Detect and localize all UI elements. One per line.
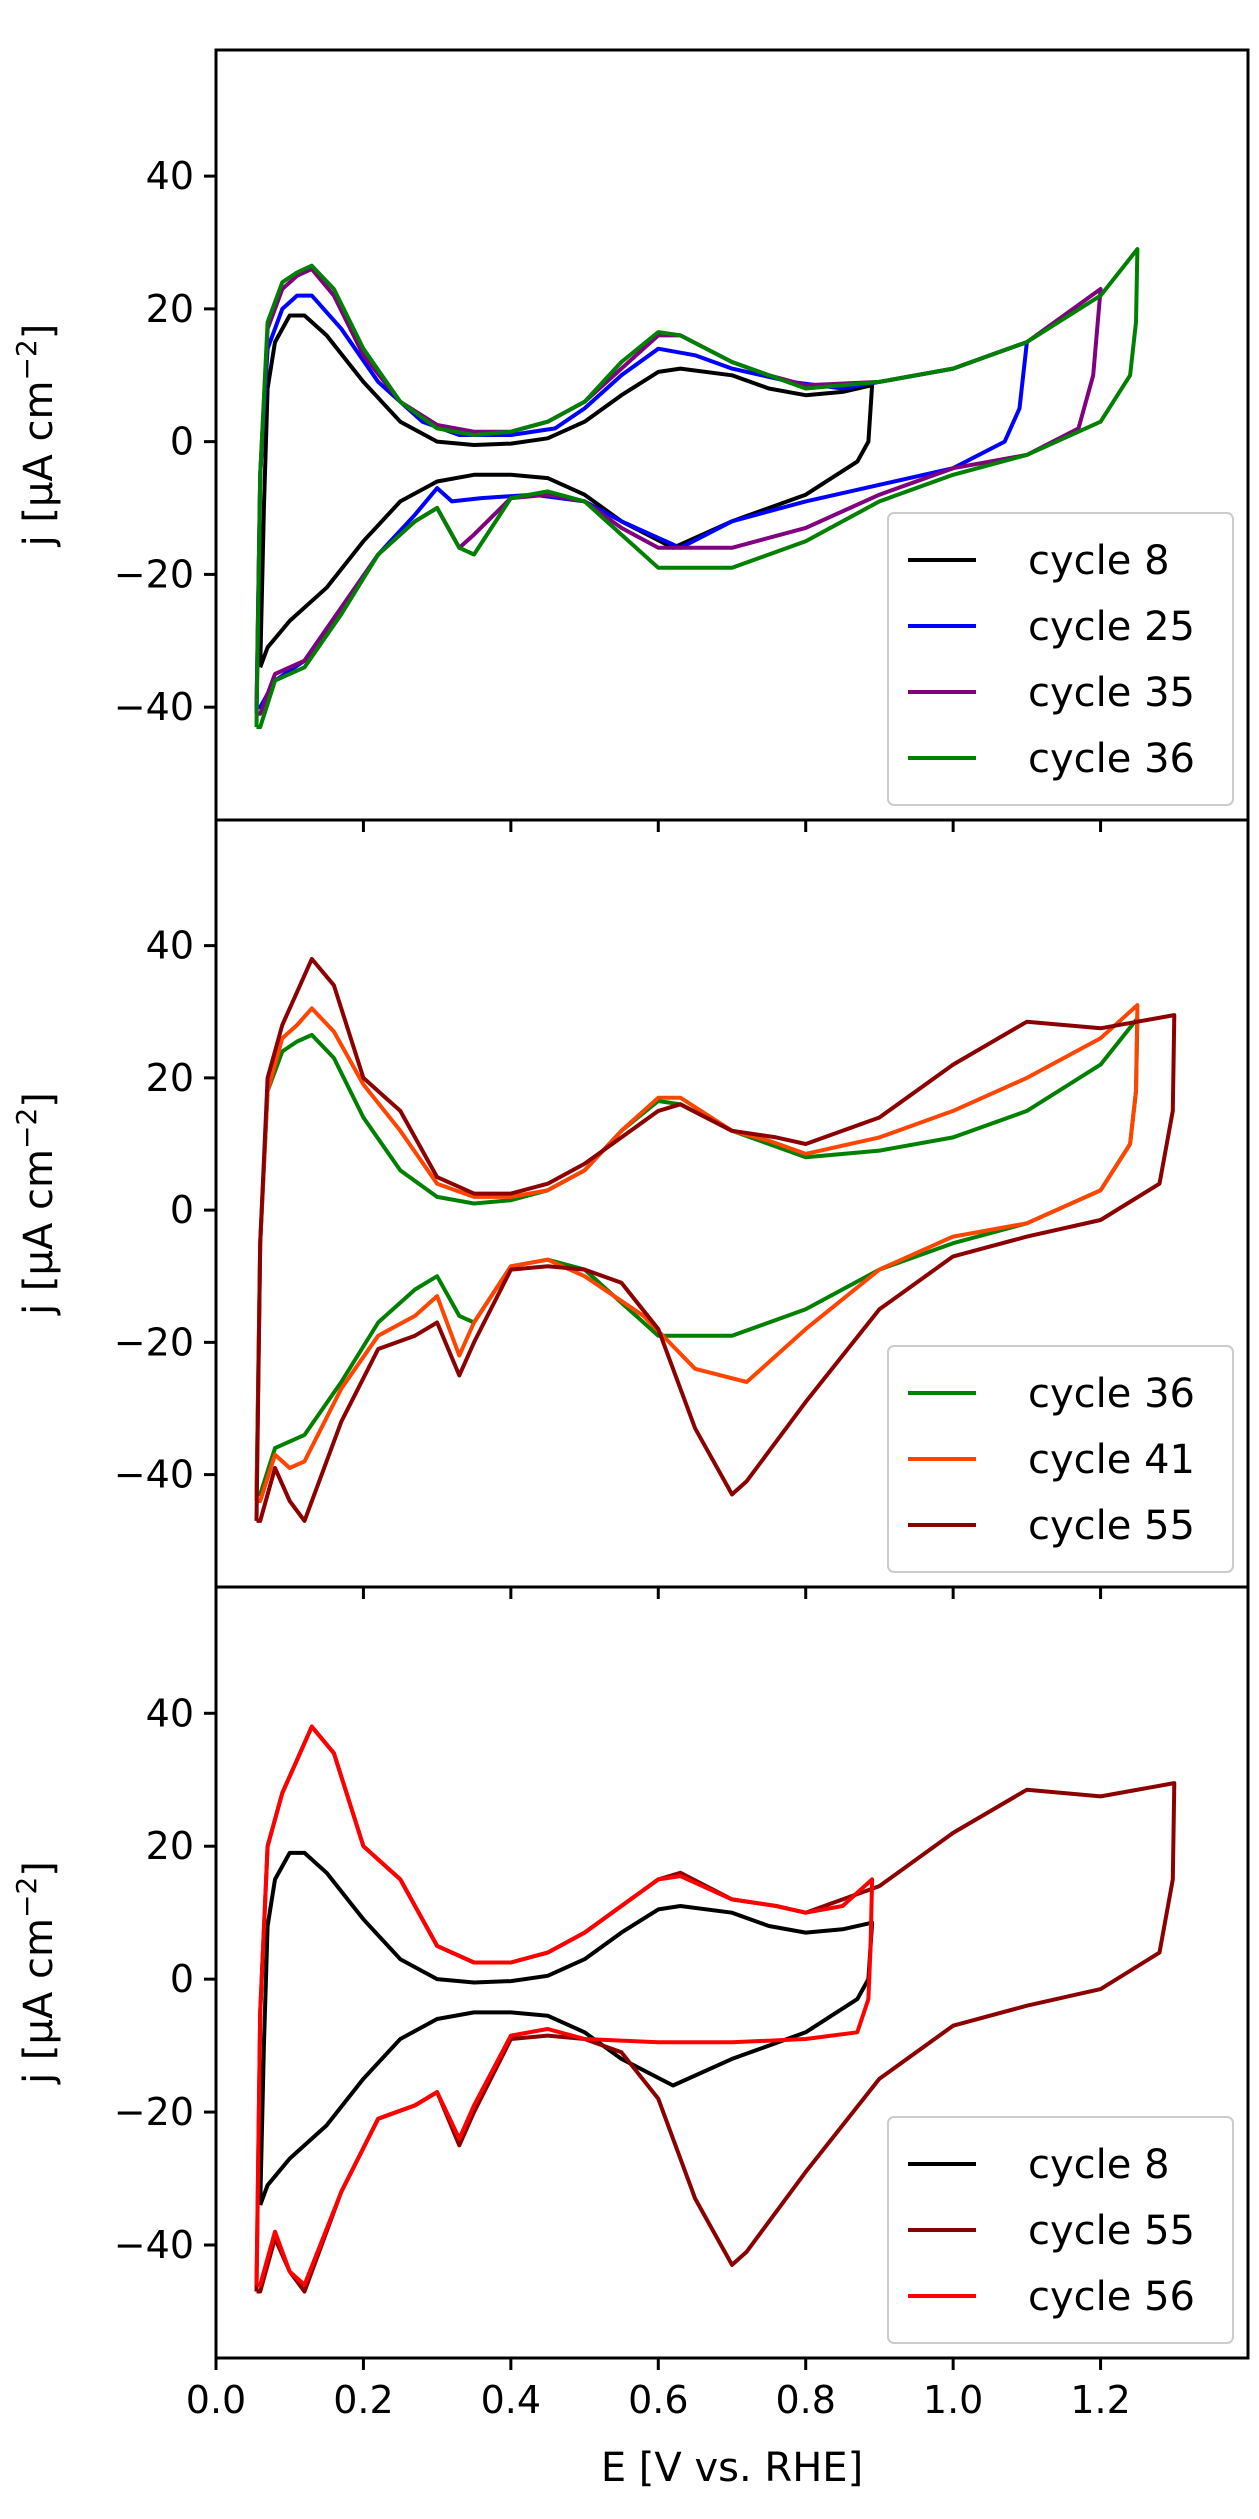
y-tick-label: −40 [114,1453,194,1497]
y-axis-label-prefix: j [ [16,507,62,547]
y-axis-label-suffix: ] [16,1861,62,1877]
legend-label: cycle 55 [1028,2208,1195,2254]
legend-frame [887,512,1234,806]
legend: cycle 36 cycle 41 cycle 55 [887,1345,1234,1573]
y-tick-label: −40 [114,2223,194,2267]
legend: cycle 8 cycle 25 cycle 35 cycle 36 [887,512,1234,806]
y-tick-label: 20 [146,1056,194,1100]
y-axis-label: j [μA cm−2] [10,1861,62,2085]
y-tick-label: −20 [114,552,194,596]
y-axis-label-exponent: −2 [10,339,43,380]
y-axis-label-exponent: −2 [10,1108,43,1149]
series-line-cycle-55 [254,956,1177,1523]
x-tick-label: 0.8 [775,2378,835,2422]
legend-label: cycle 55 [1028,1503,1195,1549]
legend-label: cycle 35 [1028,670,1195,716]
legend-label: cycle 25 [1028,604,1195,650]
x-tick-label: 1.0 [923,2378,983,2422]
series-line-cycle-36 [254,1016,1140,1497]
y-tick-label: −20 [114,1320,194,1364]
x-axis-label: E [V vs. RHE] [601,2445,863,2491]
series-line-cycle-36 [254,247,1140,730]
x-tick-label: 0.4 [481,2378,541,2422]
y-axis-label-unit: μA cm [16,1918,62,2044]
y-axis-label-exponent: −2 [10,1877,43,1918]
plot-frame [214,1585,1250,2360]
x-tick-label: 0.6 [628,2378,688,2422]
y-tick-label: −40 [114,685,194,729]
series-line-cycle-8 [258,313,875,668]
y-tick-label: 20 [146,1824,194,1868]
y-axis-label-suffix: ] [16,1092,62,1108]
y-tick-label: −20 [114,2090,194,2134]
y-tick-label: 40 [146,1691,194,1735]
y-axis-label-unit: μA cm [16,380,62,506]
x-tick-label: 1.2 [1070,2378,1130,2422]
series-line-cycle-41 [254,1003,1140,1503]
y-axis-label-unit: μA cm [16,1149,62,1275]
y-tick-label: 40 [146,924,194,968]
legend-frame [887,1345,1234,1573]
panel-bottom: 40 20 0 −20 −40 0.0 0.2 0.4 0.6 0.8 1.0 1.2 j [μA cm… [10,1585,1250,2491]
legend-frame [887,2116,1234,2344]
legend-label: cycle 56 [1028,2274,1195,2320]
y-axis-label: j [μA cm−2] [10,1092,62,1316]
legend-label: cycle 36 [1028,736,1195,782]
legend-label: cycle 8 [1028,538,1170,584]
legend-label: cycle 8 [1028,2142,1170,2188]
y-axis-label-prefix: j [ [16,1275,62,1315]
y-tick-label: 0 [170,1188,194,1232]
series-line-cycle-8 [258,1850,875,2206]
legend-label: cycle 36 [1028,1371,1195,1417]
x-tick-label: 0.0 [186,2378,246,2422]
legend-label: cycle 41 [1028,1437,1195,1483]
y-axis-label-suffix: ] [16,324,62,340]
y-axis-label: j [μA cm−2] [10,324,62,548]
y-axis-label-prefix: j [ [16,2044,62,2084]
y-tick-label: 0 [170,1957,194,2001]
y-tick-label: 0 [170,420,194,464]
x-tick-label: 0.2 [333,2378,393,2422]
series-line-cycle-56 [254,1724,875,2287]
y-tick-label: 20 [146,287,194,331]
y-tick-label: 40 [146,154,194,198]
legend: cycle 8 cycle 55 cycle 56 [887,2116,1234,2344]
